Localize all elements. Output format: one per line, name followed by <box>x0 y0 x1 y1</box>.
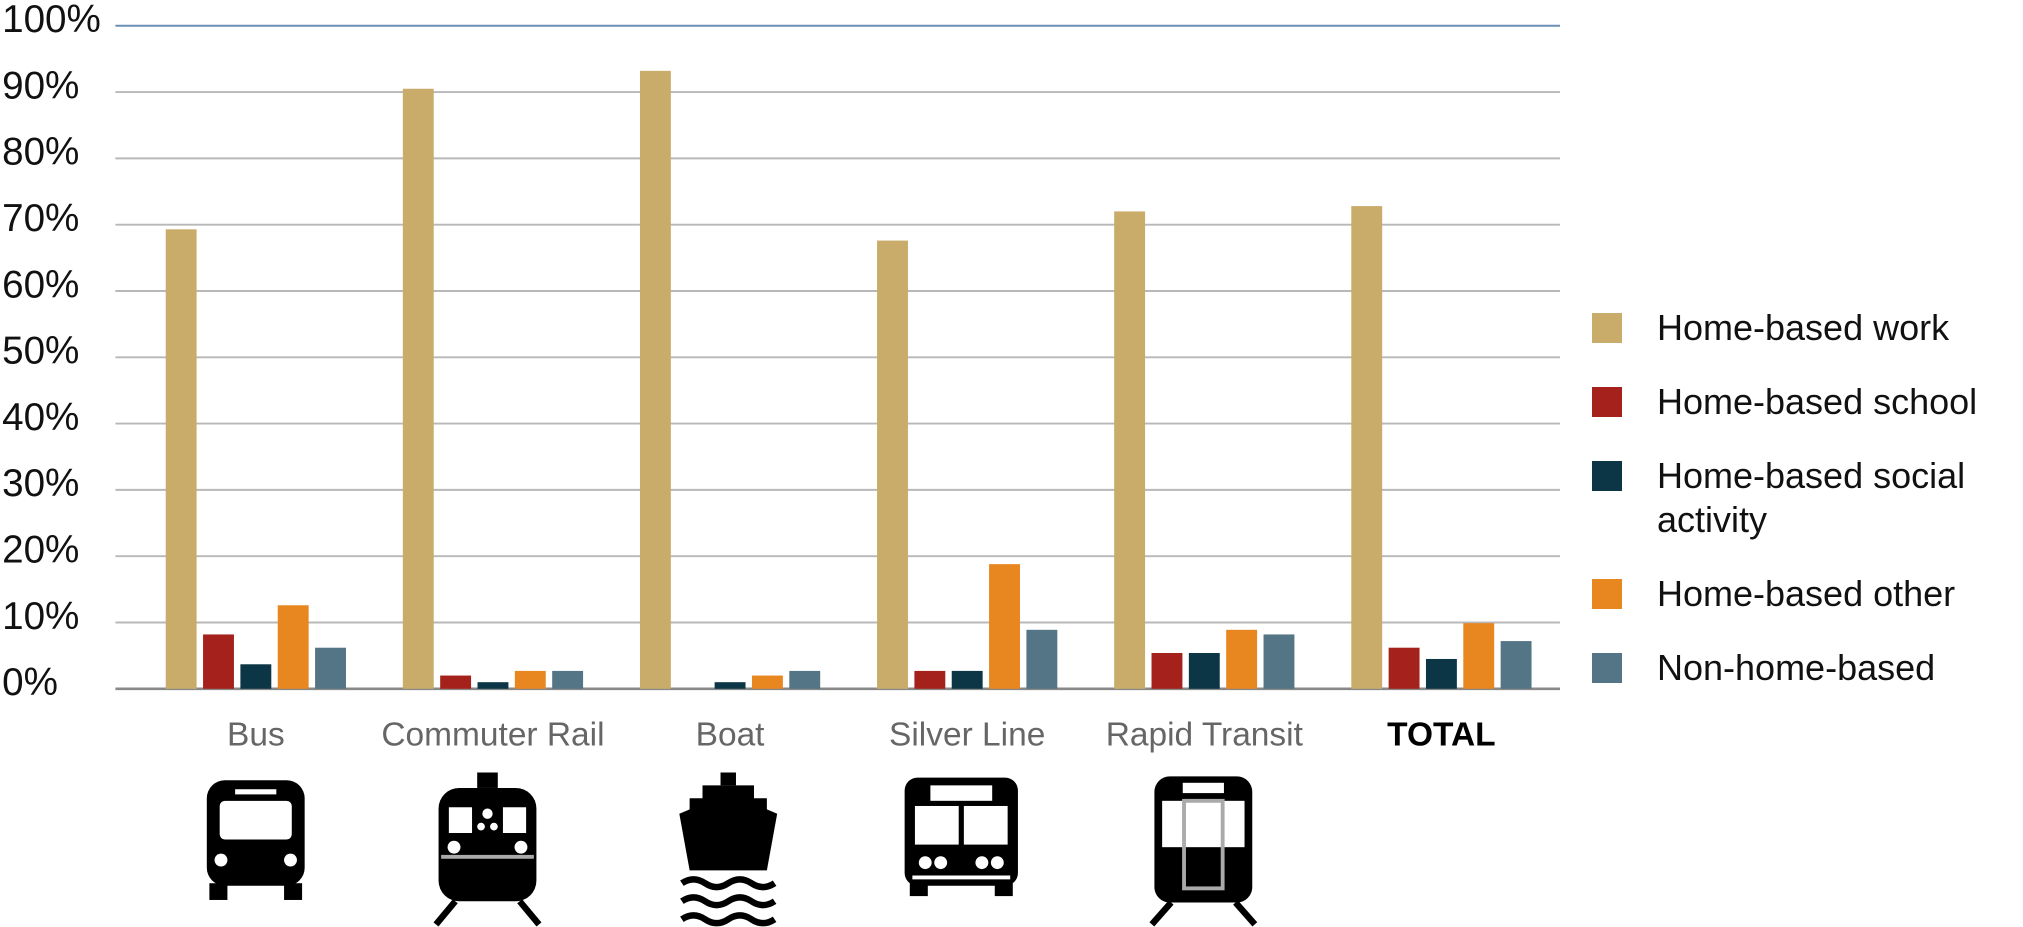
x-tick-label: Boat <box>696 716 766 753</box>
legend-label: Non-home-based <box>1657 647 1936 688</box>
x-tick-label: Commuter Rail <box>381 716 604 753</box>
legend-label: Home-based work <box>1657 307 1950 348</box>
legend-item: Non-home-based <box>1592 646 2022 690</box>
bar <box>1114 211 1146 689</box>
bar <box>877 240 908 689</box>
y-tick-label: 100% <box>2 0 101 41</box>
bar <box>751 675 783 689</box>
legend-swatch <box>1592 653 1622 683</box>
bar <box>1351 206 1383 689</box>
y-tick-label: 40% <box>2 396 79 439</box>
bar <box>1026 629 1058 689</box>
bus-icon <box>206 780 305 900</box>
bar <box>951 670 983 689</box>
bar <box>277 605 309 689</box>
bar <box>203 634 234 689</box>
bar <box>1226 629 1258 689</box>
legend-item: Home-based social activity <box>1592 454 2022 542</box>
y-tick-label: 20% <box>2 529 79 572</box>
legend-swatch <box>1592 461 1622 491</box>
boat-icon <box>679 772 778 927</box>
y-tick-label: 0% <box>2 661 58 704</box>
legend-label: Home-based other <box>1657 573 1956 614</box>
bar <box>714 682 746 689</box>
legend-swatch <box>1592 579 1622 609</box>
bar <box>440 675 472 689</box>
bar <box>789 670 821 689</box>
bar <box>1425 658 1457 689</box>
y-tick-label: 60% <box>2 263 79 306</box>
legend-item: Home-based school <box>1592 380 2022 424</box>
y-tick-label: 50% <box>2 330 79 373</box>
bar <box>914 670 946 689</box>
bar <box>315 647 346 689</box>
x-tick-label: TOTAL <box>1387 716 1495 753</box>
legend-label: Home-based school <box>1657 381 1978 422</box>
legend-item: Home-based work <box>1592 306 2022 350</box>
bar <box>1188 653 1220 689</box>
legend: Home-based work Home-based school Home-bas… <box>1592 306 2022 690</box>
bar <box>1263 634 1295 689</box>
y-tick-label: 10% <box>2 595 79 638</box>
y-tick-label: 80% <box>2 131 79 174</box>
x-tick-label: Rapid Transit <box>1106 716 1304 753</box>
bar <box>1151 653 1183 689</box>
x-tick-label: Bus <box>227 716 285 753</box>
x-tick-label: Silver Line <box>889 716 1045 753</box>
bar <box>552 670 584 689</box>
legend-swatch <box>1592 387 1622 417</box>
bar <box>639 70 671 689</box>
bar <box>989 564 1020 689</box>
bar <box>1388 647 1420 689</box>
legend-swatch <box>1592 313 1622 343</box>
bar <box>240 664 272 689</box>
y-tick-label: 30% <box>2 462 79 505</box>
legend-item: Home-based other <box>1592 572 2022 616</box>
icons <box>206 772 1258 927</box>
y-tick-label: 70% <box>2 197 79 240</box>
bar <box>1463 623 1495 689</box>
bar <box>402 88 434 689</box>
bar <box>514 670 546 689</box>
train-icon <box>433 772 542 927</box>
bar <box>165 229 197 689</box>
rapid-transit-icon <box>1149 776 1258 927</box>
bar <box>1500 641 1532 689</box>
bar <box>477 682 509 689</box>
legend-label: Home-based social activity <box>1657 455 1966 540</box>
y-tick-label: 90% <box>2 64 79 107</box>
silver-line-icon <box>904 777 1018 897</box>
